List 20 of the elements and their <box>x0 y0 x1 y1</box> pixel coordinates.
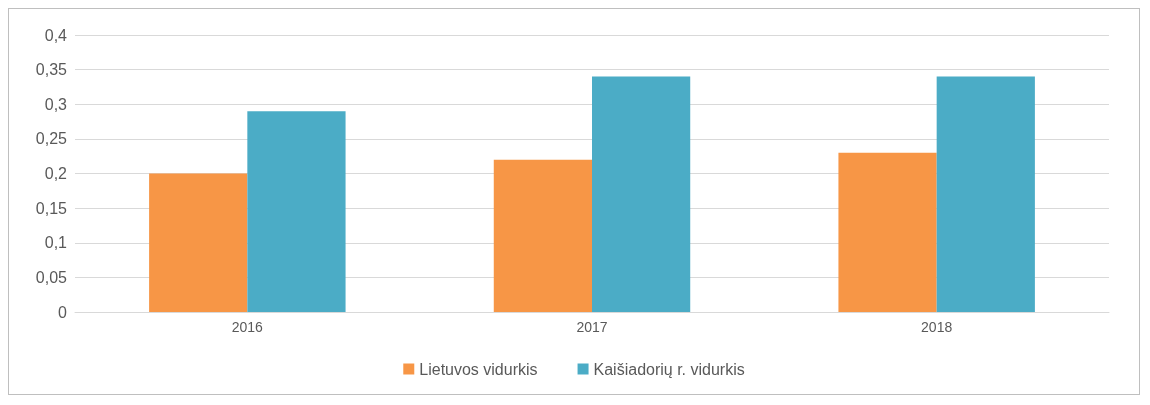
bar <box>493 159 592 312</box>
x-tick-label: 2018 <box>921 319 953 335</box>
y-tick-label: 0 <box>58 303 68 321</box>
y-tick-label: 0,25 <box>35 130 68 148</box>
y-tick-label: 0,3 <box>44 95 68 113</box>
y-tick-label: 0,35 <box>35 61 68 79</box>
bar <box>936 76 1035 312</box>
legend-label: Kaišiadorių r. vidurkis <box>593 360 745 378</box>
y-tick-label: 0,4 <box>44 26 68 44</box>
bar <box>149 173 248 312</box>
x-tick-label: 2017 <box>576 319 608 335</box>
bar <box>838 152 937 312</box>
legend-label: Lietuvos vidurkis <box>419 360 538 378</box>
y-tick-label: 0,2 <box>44 165 68 182</box>
y-tick-label: 0,15 <box>35 199 68 217</box>
bar <box>247 111 346 312</box>
x-tick-label: 2016 <box>231 319 264 335</box>
bar <box>592 76 691 312</box>
y-tick-label: 0,05 <box>35 268 68 286</box>
y-tick-label: 0,1 <box>44 234 68 252</box>
